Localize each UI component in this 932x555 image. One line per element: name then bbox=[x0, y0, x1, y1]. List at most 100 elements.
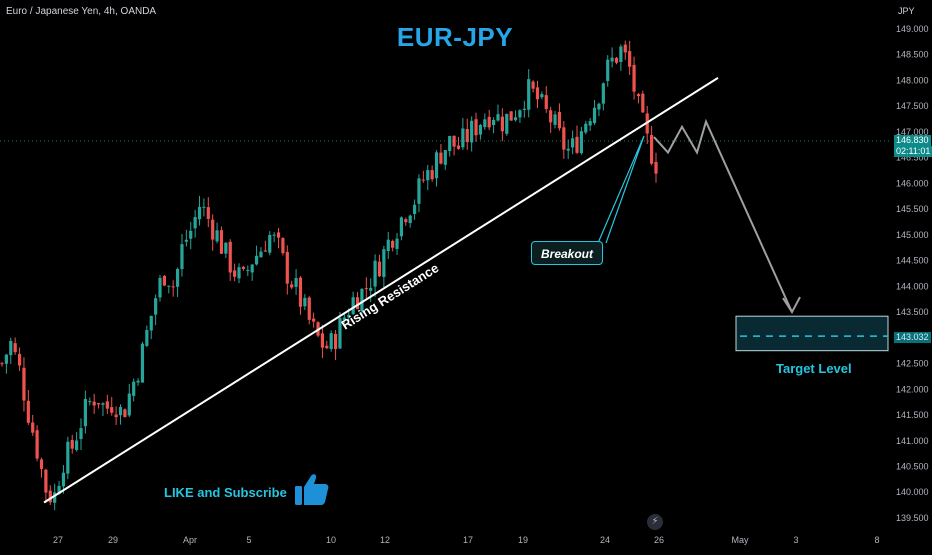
candle-body bbox=[439, 152, 443, 164]
candle-body bbox=[452, 135, 456, 147]
candle-body bbox=[531, 81, 535, 89]
candle-body bbox=[592, 107, 597, 124]
candle-body bbox=[619, 46, 623, 63]
y-tick-label: 145.000 bbox=[896, 230, 929, 240]
candle-body bbox=[44, 469, 48, 493]
candle-body bbox=[219, 230, 224, 254]
target-level-label: Target Level bbox=[776, 361, 852, 376]
projection-arrowhead bbox=[782, 296, 801, 315]
candle-body bbox=[66, 441, 70, 474]
x-tick-label: 26 bbox=[654, 535, 664, 545]
y-tick-label: 147.000 bbox=[896, 127, 929, 137]
candle-body bbox=[175, 268, 180, 287]
candle-body bbox=[233, 270, 237, 277]
candle-body bbox=[246, 270, 250, 272]
candle-body bbox=[263, 250, 267, 252]
x-tick-label: May bbox=[731, 535, 749, 545]
like-subscribe-text[interactable]: LIKE and Subscribe bbox=[164, 485, 287, 500]
candle-body bbox=[584, 123, 588, 133]
candle-body bbox=[158, 277, 162, 298]
candle-body bbox=[189, 230, 193, 239]
candle-body bbox=[281, 238, 285, 254]
candle-body bbox=[351, 297, 355, 314]
candle-body bbox=[614, 57, 619, 63]
y-tick-label: 140.500 bbox=[896, 461, 929, 471]
candle-body bbox=[149, 315, 153, 331]
candle-body bbox=[184, 239, 188, 242]
candle-body bbox=[197, 206, 202, 220]
candle-body bbox=[470, 120, 474, 143]
y-tick-label: 146.500 bbox=[896, 153, 929, 163]
x-tick-label: 3 bbox=[793, 535, 798, 545]
candle-body bbox=[0, 363, 4, 365]
candle-body bbox=[211, 219, 215, 240]
breakout-pointer bbox=[597, 135, 645, 244]
candle-body bbox=[434, 152, 439, 179]
current-price-tag: 146.830 bbox=[894, 135, 931, 146]
candle-body bbox=[96, 403, 101, 405]
y-tick-label: 146.000 bbox=[896, 178, 929, 188]
candle-body bbox=[443, 150, 447, 165]
candle-body bbox=[391, 240, 395, 248]
lightning-icon[interactable]: ⚡ bbox=[647, 514, 663, 530]
target-zone bbox=[735, 315, 889, 352]
candle-body bbox=[31, 422, 35, 433]
candle-body bbox=[333, 333, 338, 350]
candle-body bbox=[83, 399, 87, 427]
x-tick-label: 19 bbox=[518, 535, 528, 545]
candle-body bbox=[566, 148, 570, 151]
y-tick-label: 140.000 bbox=[896, 487, 929, 497]
candle-body bbox=[26, 400, 30, 423]
y-tick-label: 141.500 bbox=[896, 410, 929, 420]
y-tick-label: 144.500 bbox=[896, 256, 929, 266]
candle-body bbox=[491, 120, 496, 126]
candle-body bbox=[123, 409, 127, 418]
candle-body bbox=[579, 131, 583, 154]
candle-body bbox=[377, 261, 382, 277]
candle-body bbox=[513, 117, 518, 121]
candle-body bbox=[623, 44, 627, 53]
x-axis: 27 29 Apr 5 10 12 17 19 24 26 May 3 8 bbox=[53, 535, 880, 545]
candle-body bbox=[575, 136, 579, 153]
candle-body bbox=[61, 472, 66, 487]
candle-body bbox=[70, 440, 74, 449]
candle-body bbox=[474, 119, 478, 136]
y-tick-label: 147.500 bbox=[896, 101, 929, 111]
candle-body bbox=[408, 215, 412, 224]
y-tick-label: 145.500 bbox=[896, 204, 929, 214]
candle-body bbox=[228, 241, 232, 273]
candle-body bbox=[206, 207, 210, 219]
x-tick-label: 27 bbox=[53, 535, 63, 545]
thumbs-up-icon[interactable] bbox=[292, 469, 332, 509]
currency-label: JPY bbox=[898, 6, 915, 16]
candle-body bbox=[571, 138, 575, 148]
candle-body bbox=[298, 277, 303, 307]
y-axis: 149.000 148.500 148.000 147.500 147.000 146.5… bbox=[896, 24, 929, 523]
candle-body bbox=[167, 285, 171, 287]
chart-title: EUR-JPY bbox=[396, 22, 514, 52]
candle-body bbox=[342, 317, 346, 320]
candle-body bbox=[654, 161, 658, 174]
candle-body bbox=[395, 238, 399, 249]
x-tick-label: 17 bbox=[463, 535, 473, 545]
candle-body bbox=[628, 51, 632, 67]
candle-body bbox=[127, 393, 131, 416]
y-tick-label: 141.000 bbox=[896, 436, 929, 446]
x-tick-label: Apr bbox=[183, 535, 197, 545]
candle-body bbox=[140, 343, 145, 383]
candle-body bbox=[329, 333, 333, 350]
candle-body bbox=[509, 111, 513, 121]
candle-body bbox=[276, 232, 281, 238]
y-tick-label: 144.000 bbox=[896, 281, 929, 291]
candle-body bbox=[118, 406, 123, 416]
candle-body bbox=[404, 219, 408, 223]
candle-body bbox=[650, 135, 654, 164]
candle-body bbox=[154, 298, 158, 315]
candle-body bbox=[456, 145, 461, 149]
candle-body bbox=[259, 251, 263, 258]
candle-body bbox=[399, 217, 404, 237]
candle-body bbox=[606, 59, 610, 81]
x-tick-label: 5 bbox=[246, 535, 251, 545]
